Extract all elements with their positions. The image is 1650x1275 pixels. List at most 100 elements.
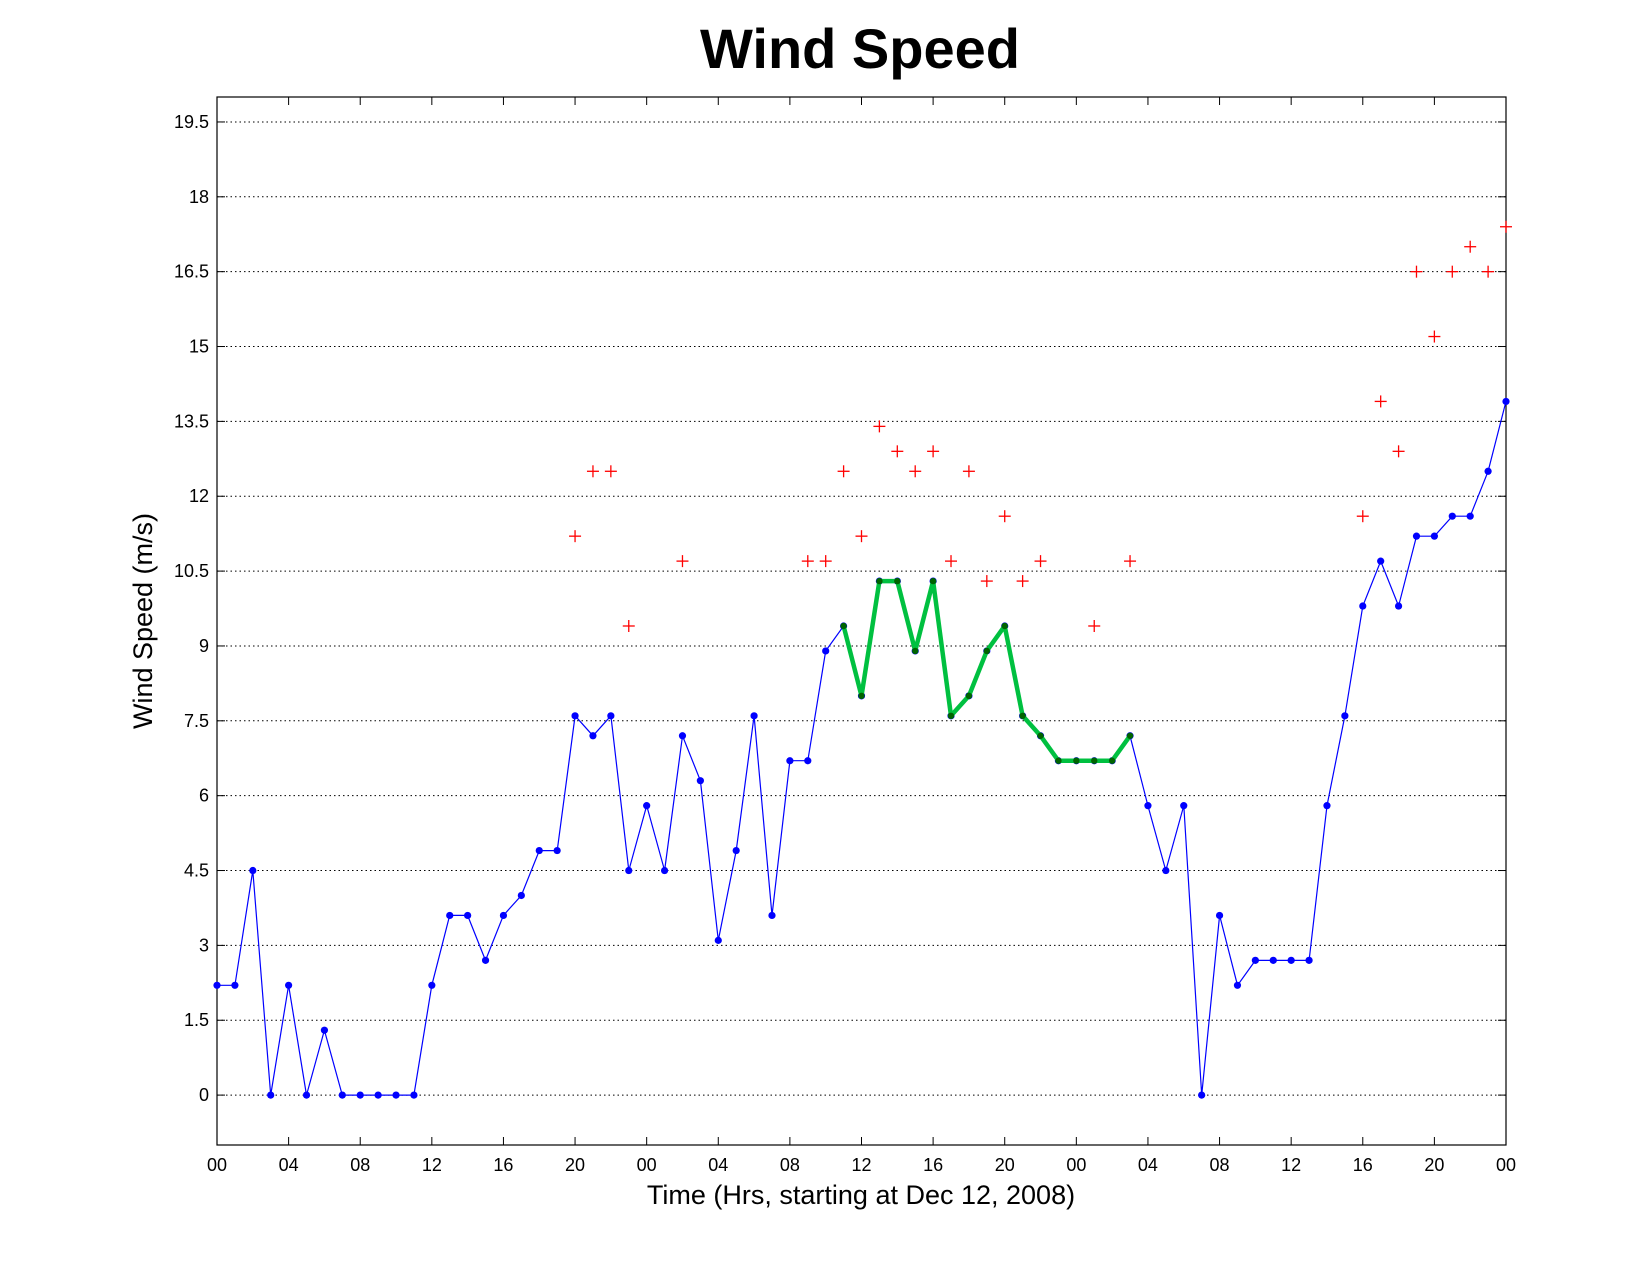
highlight-point <box>912 647 919 655</box>
gust-plus-marker <box>569 530 582 543</box>
gust-plus-marker <box>1500 220 1512 233</box>
x-tick-label: 20 <box>995 1155 1015 1175</box>
wind-speed-point <box>589 732 597 740</box>
wind-speed-point <box>1287 956 1295 964</box>
highlight-point <box>1073 757 1080 764</box>
gust-plus-marker <box>962 465 975 478</box>
x-tick-label: 08 <box>350 1155 370 1175</box>
gust-plus-marker <box>980 575 993 588</box>
wind-speed-point <box>1377 557 1385 565</box>
wind-speed-point <box>249 866 257 875</box>
highlight-point <box>929 577 937 585</box>
x-tick-label: 12 <box>422 1155 442 1175</box>
plot-frame <box>216 96 1507 1146</box>
wind-speed-point <box>804 757 812 765</box>
x-tick-label: 16 <box>923 1155 943 1175</box>
wind-speed-point <box>213 981 221 989</box>
wind-speed-point <box>1502 397 1510 406</box>
highlight-point <box>1001 622 1008 630</box>
wind-speed-point <box>1412 532 1421 540</box>
wind-speed-point <box>1323 802 1331 810</box>
series-layer <box>213 220 1512 1099</box>
wind-speed-point <box>428 981 436 989</box>
wind-speed-point <box>732 846 740 855</box>
wind-speed-point <box>696 777 704 785</box>
x-axis-label: Time (Hrs, starting at Dec 12, 2008) <box>647 1180 1075 1210</box>
gust-plus-marker <box>1034 555 1047 568</box>
wind-speed-point <box>678 732 687 740</box>
x-tick-label: 04 <box>708 1155 728 1175</box>
gust-plus-marker <box>873 420 886 433</box>
wind-speed-point <box>1198 1091 1206 1099</box>
y-tick-label: 10.5 <box>174 561 209 581</box>
gust-plus-marker <box>1428 330 1441 343</box>
wind-speed-point <box>1180 802 1188 810</box>
wind-speed-point <box>822 647 830 655</box>
wind-speed-point <box>1466 512 1474 520</box>
y-tick-label: 15 <box>189 337 209 357</box>
wind-speed-point <box>374 1091 382 1099</box>
wind-speed-point <box>607 712 615 720</box>
wind-speed-point <box>768 911 776 920</box>
wind-speed-point <box>625 866 633 875</box>
highlight-point <box>947 712 955 720</box>
wind-speed-point <box>392 1091 400 1099</box>
wind-speed-point <box>553 846 561 855</box>
gust-plus-marker <box>837 465 850 478</box>
wind-speed-point <box>1359 602 1367 610</box>
gust-plus-marker <box>891 445 904 458</box>
y-tick-label: 12 <box>189 486 209 506</box>
wind-speed-point <box>410 1091 418 1099</box>
highlight-point <box>1037 732 1044 739</box>
gust-plus-marker <box>1446 265 1459 278</box>
gust-plus-marker <box>1482 265 1495 278</box>
wind-speed-point <box>1144 802 1152 810</box>
wind-speed-point <box>1394 602 1403 610</box>
highlight-point <box>1019 712 1026 720</box>
highlight-point <box>965 692 973 700</box>
highlight-point <box>1055 757 1062 764</box>
x-tick-label: 08 <box>780 1155 800 1175</box>
chart-title: Wind Speed <box>700 17 1020 80</box>
wind-speed-point <box>1305 956 1313 964</box>
gust-plus-marker <box>1088 619 1101 632</box>
gust-plus-marker <box>855 530 868 543</box>
wind-speed-series-line <box>217 401 1507 1096</box>
y-tick-label: 3 <box>199 935 209 955</box>
highlight-point <box>858 692 865 700</box>
gust-plus-marker <box>998 510 1011 523</box>
gust-plus-marker <box>945 555 958 568</box>
wind-speed-point <box>535 846 543 855</box>
wind-speed-point <box>464 911 472 920</box>
wind-speed-point <box>1233 981 1242 989</box>
x-tick-label: 04 <box>279 1155 299 1175</box>
y-tick-label: 7.5 <box>184 711 209 731</box>
wind-speed-point <box>786 757 794 765</box>
wind-speed-point <box>1162 866 1170 875</box>
y-tick-label: 13.5 <box>174 411 209 431</box>
x-tick-label: 20 <box>1424 1155 1444 1175</box>
wind-speed-point <box>338 1091 346 1099</box>
wind-speed-point <box>643 802 651 810</box>
highlight-point <box>983 647 991 655</box>
x-tick-label: 20 <box>565 1155 585 1175</box>
wind-speed-point <box>1430 532 1438 540</box>
wind-speed-point <box>1215 911 1224 920</box>
gust-plus-marker <box>676 555 689 568</box>
gust-plus-marker <box>1124 555 1137 568</box>
y-tick-label: 0 <box>199 1085 209 1105</box>
wind-speed-point <box>302 1091 311 1099</box>
wind-speed-point <box>1341 712 1349 720</box>
y-tick-label: 6 <box>199 786 209 806</box>
wind-speed-point <box>714 936 722 944</box>
highlight-point <box>840 622 847 630</box>
wind-speed-point <box>1448 512 1456 520</box>
wind-speed-point <box>267 1091 275 1099</box>
gust-plus-marker <box>1356 510 1369 523</box>
gust-plus-marker <box>1016 575 1029 588</box>
wind-speed-point <box>231 981 239 989</box>
gust-plus-marker <box>909 465 922 478</box>
axis-ticks: 0 1.5 3 4.5 6 7.5 9 10.5 12 13.5 15 16.5 18 19.5 00 04 0… <box>174 97 1516 1175</box>
wind-speed-point <box>481 956 490 964</box>
